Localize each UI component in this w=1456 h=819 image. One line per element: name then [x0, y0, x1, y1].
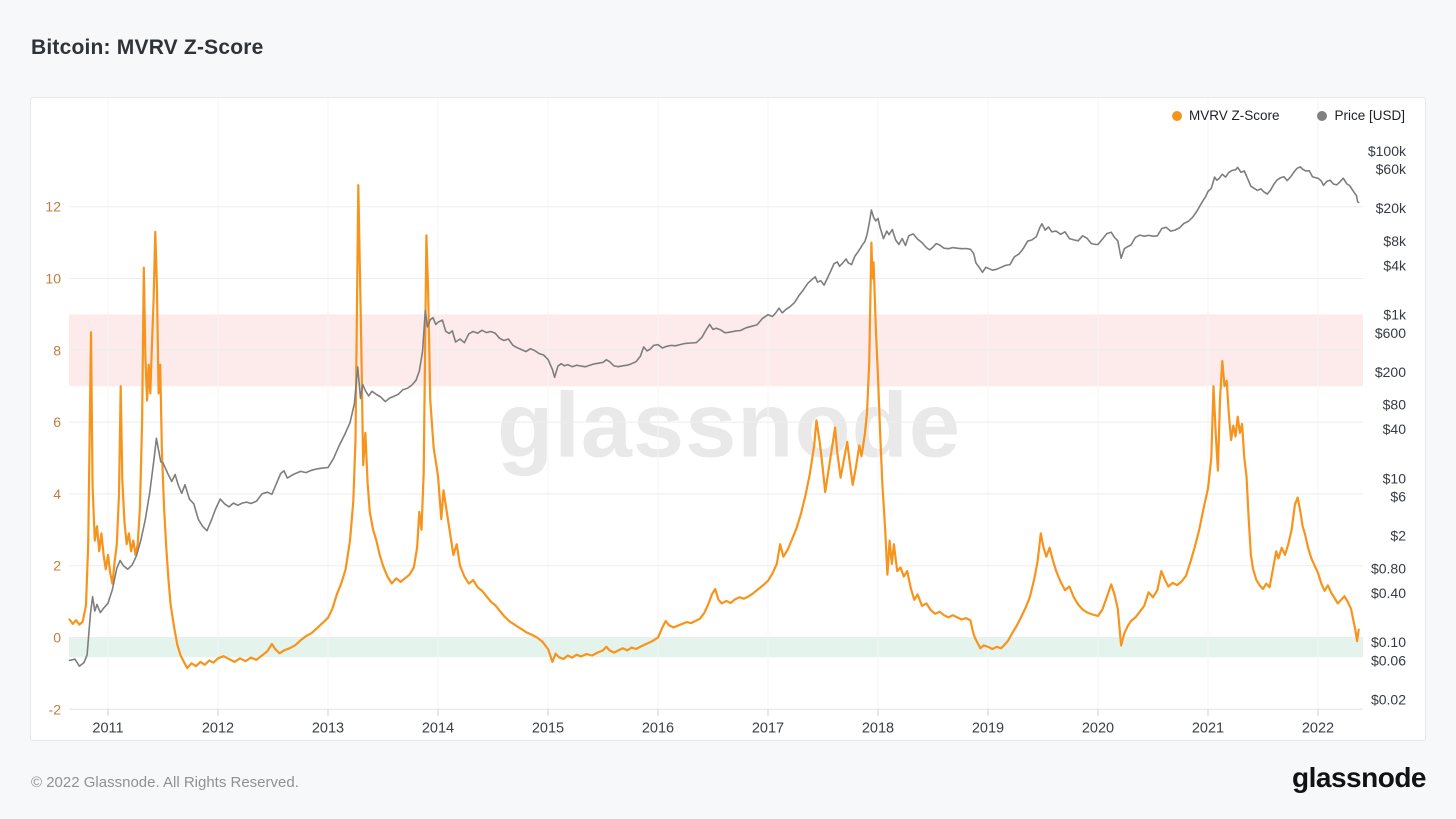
chart-plot[interactable]: 2011 2012 2013 2014 2015 2016 2017 2018 2019 2020…: [31, 98, 1427, 742]
y-right-label: $60k: [1376, 161, 1407, 177]
y-right-label: $6: [1390, 489, 1406, 505]
legend-label-price: Price [USD]: [1334, 108, 1405, 123]
y-right-label: $0.80: [1371, 560, 1406, 576]
y-left-label: 4: [53, 486, 61, 502]
price-usd--line: [68, 166, 1360, 668]
x-axis-label: 2014: [422, 720, 454, 736]
y-left-label: 8: [53, 342, 61, 358]
y-right-label: $20k: [1376, 200, 1407, 216]
x-axis-label: 2022: [1302, 720, 1334, 736]
y-right-label: $2: [1390, 528, 1406, 544]
undervaluation-zone-band: [69, 637, 1363, 658]
y-right-label: $10: [1383, 470, 1407, 486]
x-axis-label: 2020: [1082, 720, 1114, 736]
chart-legend: MVRV Z-Score Price [USD]: [1171, 108, 1405, 123]
chart-card: MVRV Z-Score Price [USD] glassnode 2011 2…: [30, 97, 1426, 741]
y-right-label: $100k: [1368, 143, 1407, 159]
mvrv-z-score-line: [68, 184, 1360, 670]
y-left-label: 12: [45, 199, 61, 215]
x-axis-label: 2017: [752, 720, 784, 736]
x-axis-label: 2016: [642, 720, 674, 736]
x-axis-label: 2018: [862, 720, 894, 736]
y-right-label: $8k: [1383, 233, 1407, 249]
page-title: Bitcoin: MVRV Z-Score: [31, 36, 264, 59]
y-left-label: 6: [53, 414, 61, 430]
y-right-label: $1k: [1383, 307, 1407, 323]
y-left-label: 0: [53, 630, 61, 646]
y-right-label: $0.40: [1371, 585, 1406, 601]
y-right-label: $0.06: [1371, 652, 1406, 668]
x-axis-label: 2012: [202, 720, 234, 736]
y-right-label: $80: [1383, 397, 1407, 413]
legend-label-mvrv: MVRV Z-Score: [1188, 108, 1280, 123]
y-right-label: $600: [1375, 325, 1406, 341]
price-legend-dot-icon: [1317, 110, 1328, 121]
x-axis-label: 2015: [532, 720, 564, 736]
x-axis-label: 2013: [312, 720, 344, 736]
legend-item-price[interactable]: Price [USD]: [1317, 108, 1405, 123]
y-right-label: $4k: [1383, 257, 1407, 273]
y-left-label: -2: [49, 701, 62, 717]
glassnode-logo: glassnode: [1292, 762, 1426, 793]
y-right-label: $200: [1375, 364, 1406, 380]
y-right-label: $40: [1383, 421, 1407, 437]
y-right-label: $0.02: [1371, 691, 1406, 707]
y-right-label: $0.10: [1371, 634, 1406, 650]
x-axis-label: 2019: [972, 720, 1004, 736]
mvrv-legend-dot-icon: [1171, 110, 1182, 121]
copyright-text: © 2022 Glassnode. All Rights Reserved.: [31, 774, 299, 791]
y-left-label: 2: [53, 558, 61, 574]
legend-item-mvrv[interactable]: MVRV Z-Score: [1171, 108, 1280, 123]
glassnode-watermark: glassnode: [496, 374, 962, 477]
y-left-label: 10: [45, 271, 61, 287]
x-axis-label: 2021: [1192, 720, 1224, 736]
x-axis-label: 2011: [92, 720, 123, 736]
